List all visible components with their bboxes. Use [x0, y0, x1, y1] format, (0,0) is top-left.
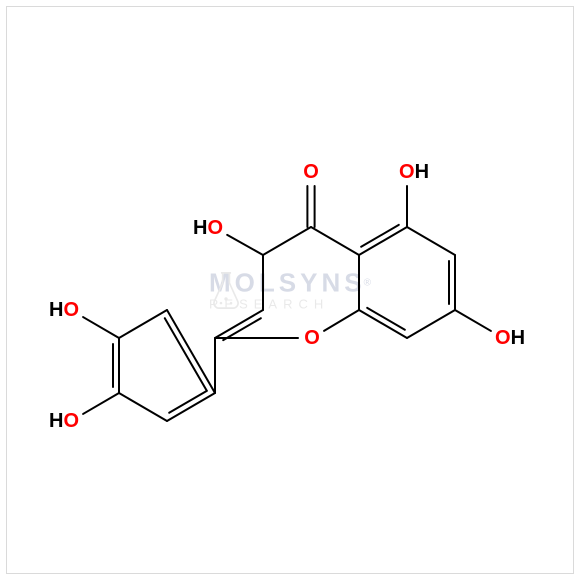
atom-label-O4p: HO — [49, 410, 79, 432]
atom-label-O4: O — [303, 161, 319, 183]
atom-label-O3: HO — [193, 217, 223, 239]
atom-label-O5: OH — [399, 161, 429, 183]
atom-label-O1: O — [304, 327, 320, 349]
atom-label-O7: OH — [495, 327, 525, 349]
atom-label-O3p: HO — [49, 299, 79, 321]
molecule-diagram: O O HO OH OH HO HO — [0, 0, 580, 580]
